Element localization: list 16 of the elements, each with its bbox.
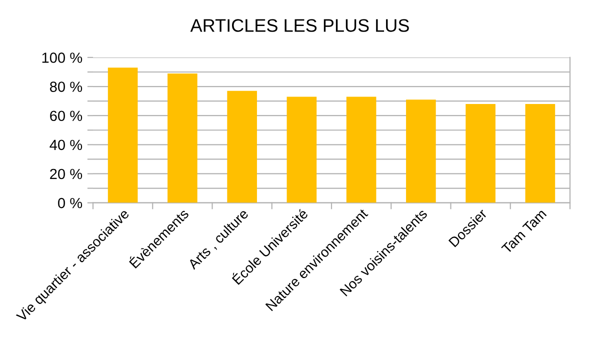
- x-tick-label: Tam Tam: [501, 208, 547, 254]
- y-tick-label: 60 %: [50, 110, 82, 122]
- bar: [346, 96, 376, 203]
- bar: [168, 73, 198, 203]
- y-tick-label: 40 %: [50, 140, 82, 150]
- bar: [108, 68, 138, 203]
- y-tick-label: 20 %: [50, 168, 82, 180]
- bar: [286, 96, 317, 203]
- bar: [525, 104, 556, 203]
- bar: [227, 90, 257, 203]
- chart-title: ARTICLES LES PLUS LUS: [190, 19, 409, 32]
- bar: [406, 100, 436, 203]
- y-tick-label: 100 %: [42, 52, 82, 63]
- y-tick-label: 80 %: [50, 82, 82, 92]
- bar: [466, 104, 496, 203]
- y-tick-label: 0 %: [58, 198, 82, 208]
